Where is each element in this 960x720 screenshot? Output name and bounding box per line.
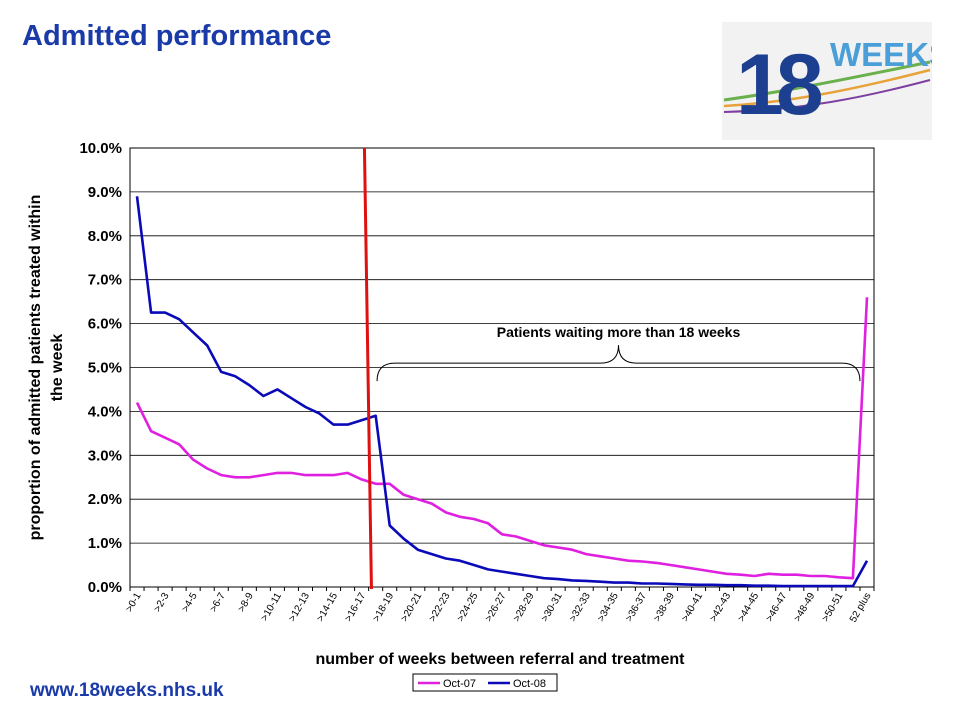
y-tick-label: 5.0%	[88, 360, 122, 377]
x-tick-label: >36-37	[624, 591, 649, 624]
x-tick-label: >42-43	[708, 591, 733, 624]
x-tick-label: >32-33	[568, 591, 593, 624]
x-tick-label: >22-23	[427, 591, 452, 624]
logo-number: 18	[736, 37, 822, 133]
x-tick-label: >40-41	[680, 591, 705, 624]
y-tick-label: 6.0%	[88, 316, 122, 333]
x-tick-label: >34-35	[596, 591, 621, 624]
x-tick-label: >30-31	[540, 591, 565, 624]
x-tick-label: >4-5	[180, 591, 200, 614]
y-axis-label-line-2: the week	[49, 334, 66, 402]
threshold-line	[362, 147, 373, 590]
threshold-line-18-weeks	[362, 147, 373, 590]
series-lines	[135, 196, 869, 588]
y-tick-label: 0.0%	[88, 579, 122, 596]
plot-area-frame	[129, 147, 875, 588]
x-tick-label: >46-47	[764, 591, 789, 624]
annotation: Patients waiting more than 18 weeks	[376, 324, 861, 382]
y-tick-label: 1.0%	[88, 535, 122, 552]
x-tick-label: >12-13	[287, 591, 312, 624]
x-tick-label: >6-7	[208, 591, 228, 614]
logo-word: WEEKS	[830, 36, 932, 73]
legend-label-oct-08: Oct-08	[513, 678, 546, 690]
x-tick-label: >2-3	[152, 591, 172, 614]
annotation-brace	[376, 345, 861, 382]
x-tick-label: >16-17	[343, 591, 368, 624]
legend-box	[412, 673, 558, 692]
y-tick-labels: 0.0% 1.0% 2.0% 3.0% 4.0% 5.0% 6.0% 7.0% 8.0% 9.0%…	[79, 140, 122, 596]
x-tick-label: 52 plus	[848, 591, 874, 624]
18weeks-logo: 18 WEEKS	[722, 22, 932, 140]
x-tick-label: >24-25	[455, 591, 480, 624]
x-tick-label: >50-51	[820, 591, 845, 624]
x-tick-label: >10-11	[259, 591, 284, 623]
axes	[129, 147, 875, 591]
x-tick-label: >44-45	[736, 591, 761, 624]
grid-lines	[130, 147, 874, 544]
series-line-oct-08	[135, 196, 869, 588]
y-tick-label: 4.0%	[88, 403, 122, 420]
x-tick-label: >26-27	[483, 591, 508, 624]
x-tick-label: >14-15	[315, 591, 340, 624]
x-tick-label: >38-39	[652, 591, 677, 624]
y-axis-label-line-1: proportion of admitted patients treated …	[27, 195, 44, 541]
y-tick-label: 9.0%	[88, 184, 122, 201]
annotation-text: Patients waiting more than 18 weeks	[497, 324, 741, 340]
series-line-oct-07	[135, 297, 869, 580]
x-tick-label: >0-1	[124, 591, 144, 614]
x-tick-label: >20-21	[399, 591, 424, 624]
y-tick-label: 7.0%	[88, 272, 122, 289]
legend: Oct-07 Oct-08	[412, 673, 558, 692]
x-axis-label: number of weeks between referral and tre…	[316, 651, 686, 668]
legend-label-oct-07: Oct-07	[443, 678, 476, 690]
y-tick-label: 3.0%	[88, 447, 122, 464]
x-tick-labels: >0-1 >2-3 >4-5 >6-7 >8-9 >10-11 >12-13 >14-15 >1…	[124, 591, 874, 625]
page-title: Admitted performance	[22, 20, 332, 52]
x-tick-label: >8-9	[236, 591, 256, 614]
y-tick-label: 2.0%	[88, 491, 122, 508]
y-tick-label: 8.0%	[88, 228, 122, 245]
x-tick-label: >18-19	[371, 591, 396, 624]
x-tick-label: >28-29	[511, 591, 536, 624]
footer-url[interactable]: www.18weeks.nhs.uk	[30, 680, 224, 701]
x-tick-label: >48-49	[792, 591, 817, 624]
y-tick-label: 10.0%	[79, 140, 122, 157]
